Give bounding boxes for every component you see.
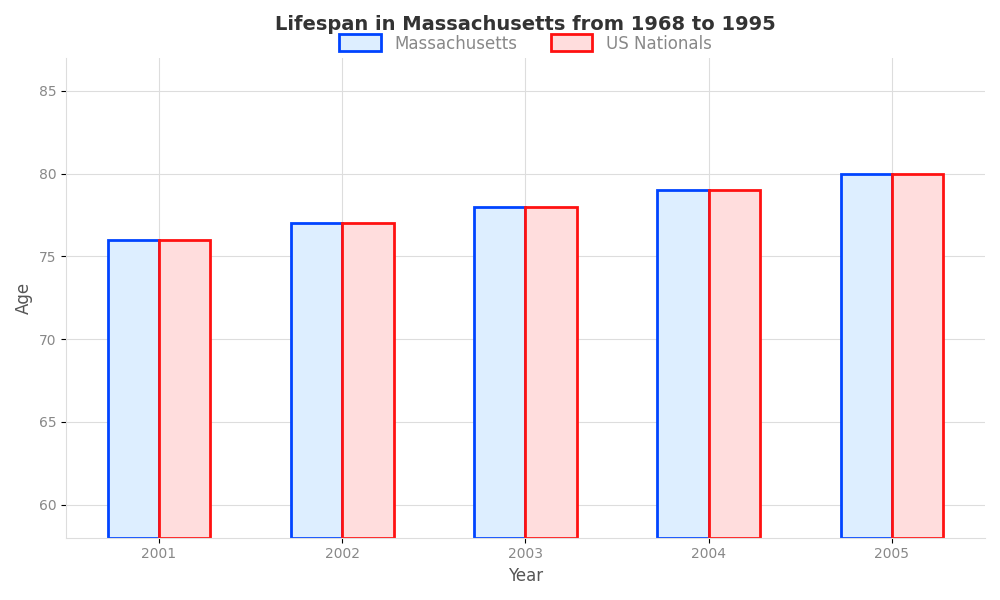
Bar [159, 240, 210, 538]
Bar [657, 190, 709, 538]
Bar [474, 207, 525, 538]
Bar [291, 223, 342, 538]
Bar [342, 223, 394, 538]
Bar [525, 207, 577, 538]
Bar [709, 190, 760, 538]
Legend: Massachusetts, US Nationals: Massachusetts, US Nationals [333, 28, 718, 59]
Bar [892, 173, 943, 538]
Y-axis label: Age: Age [15, 281, 33, 314]
Title: Lifespan in Massachusetts from 1968 to 1995: Lifespan in Massachusetts from 1968 to 1… [275, 15, 776, 34]
Bar [108, 240, 159, 538]
Bar [841, 173, 892, 538]
X-axis label: Year: Year [508, 567, 543, 585]
